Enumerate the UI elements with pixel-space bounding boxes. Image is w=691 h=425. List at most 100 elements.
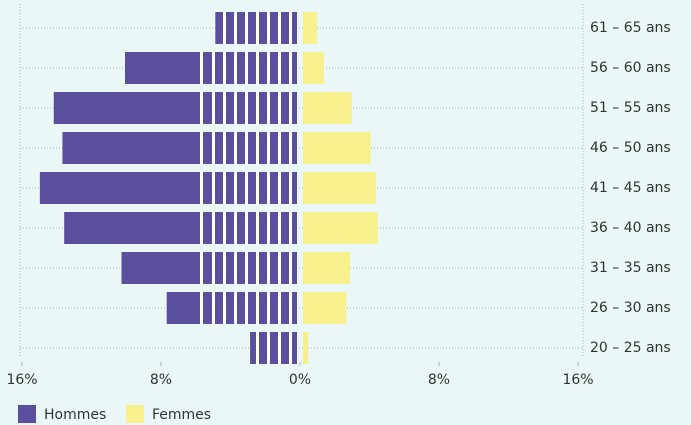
- stripe: [200, 132, 203, 164]
- bar-men: [53, 92, 297, 124]
- stripe: [234, 52, 237, 84]
- bar-women: [303, 332, 309, 364]
- stripe: [234, 292, 237, 324]
- stripe: [245, 132, 248, 164]
- stripe: [289, 132, 292, 164]
- stripe: [245, 92, 248, 124]
- category-label: 26 – 30 ans: [590, 300, 671, 316]
- bar-women: [303, 92, 352, 124]
- stripe: [267, 52, 270, 84]
- stripe: [245, 12, 248, 44]
- stripe: [256, 92, 259, 124]
- x-tick-label: 0%: [289, 372, 311, 388]
- legend-label: Femmes: [152, 407, 211, 423]
- stripe: [267, 172, 270, 204]
- bar-women: [303, 172, 376, 204]
- stripe: [212, 132, 215, 164]
- category-label: 36 – 40 ans: [590, 220, 671, 236]
- stripe: [234, 132, 237, 164]
- stripe: [245, 212, 248, 244]
- stripe: [212, 92, 215, 124]
- stripe: [289, 52, 292, 84]
- legend-swatch: [18, 405, 36, 423]
- stripe: [278, 252, 281, 284]
- bar-men: [121, 252, 297, 284]
- stripe: [256, 252, 259, 284]
- stripe: [234, 12, 237, 44]
- category-label: 31 – 35 ans: [590, 260, 671, 276]
- category-label: 46 – 50 ans: [590, 140, 671, 156]
- bar-men: [62, 132, 297, 164]
- stripe: [278, 292, 281, 324]
- stripe: [223, 172, 226, 204]
- stripe: [212, 292, 215, 324]
- stripe: [200, 52, 203, 84]
- stripe: [267, 92, 270, 124]
- category-label: 20 – 25 ans: [590, 340, 671, 356]
- stripe: [289, 92, 292, 124]
- stripe: [245, 52, 248, 84]
- stripe: [256, 212, 259, 244]
- stripe: [289, 12, 292, 44]
- stripe: [200, 292, 203, 324]
- stripe: [245, 252, 248, 284]
- bar-men: [64, 212, 297, 244]
- stripe: [200, 212, 203, 244]
- stripe: [289, 292, 292, 324]
- stripe: [256, 132, 259, 164]
- stripe: [234, 92, 237, 124]
- stripe: [200, 92, 203, 124]
- stripe: [234, 172, 237, 204]
- stripe: [234, 212, 237, 244]
- x-tick-label: 16%: [562, 372, 593, 388]
- category-label: 61 – 65 ans: [590, 20, 671, 36]
- stripe: [223, 52, 226, 84]
- stripe: [289, 172, 292, 204]
- stripe: [212, 212, 215, 244]
- stripe: [212, 252, 215, 284]
- stripe: [223, 212, 226, 244]
- stripe: [267, 212, 270, 244]
- stripe: [278, 12, 281, 44]
- category-label: 51 – 55 ans: [590, 100, 671, 116]
- stripe: [278, 92, 281, 124]
- bar-men: [39, 172, 297, 204]
- stripe: [267, 332, 270, 364]
- stripe: [223, 132, 226, 164]
- bar-women: [303, 12, 317, 44]
- bar-women: [303, 292, 347, 324]
- legend-label: Hommes: [44, 407, 106, 423]
- bar-women: [303, 252, 350, 284]
- stripe: [256, 172, 259, 204]
- stripe: [256, 12, 259, 44]
- stripe: [289, 252, 292, 284]
- x-tick-label: 8%: [150, 372, 172, 388]
- category-label: 41 – 45 ans: [590, 180, 671, 196]
- category-label: 56 – 60 ans: [590, 60, 671, 76]
- stripe: [212, 52, 215, 84]
- stripe: [223, 92, 226, 124]
- stripe: [278, 332, 281, 364]
- bar-women: [303, 52, 324, 84]
- stripe: [278, 52, 281, 84]
- stripe: [278, 212, 281, 244]
- stripe: [234, 252, 237, 284]
- stripe: [200, 252, 203, 284]
- stripe: [200, 172, 203, 204]
- x-tick-label: 16%: [6, 372, 37, 388]
- stripe: [256, 52, 259, 84]
- stripe: [245, 172, 248, 204]
- stripe: [256, 332, 259, 364]
- stripe: [256, 292, 259, 324]
- stripe: [267, 12, 270, 44]
- stripe: [267, 252, 270, 284]
- stripe: [278, 172, 281, 204]
- bar-men: [124, 52, 297, 84]
- stripe: [267, 132, 270, 164]
- bar-men: [166, 292, 297, 324]
- stripe: [278, 132, 281, 164]
- stripe: [223, 252, 226, 284]
- stripe: [223, 292, 226, 324]
- bar-women: [303, 212, 378, 244]
